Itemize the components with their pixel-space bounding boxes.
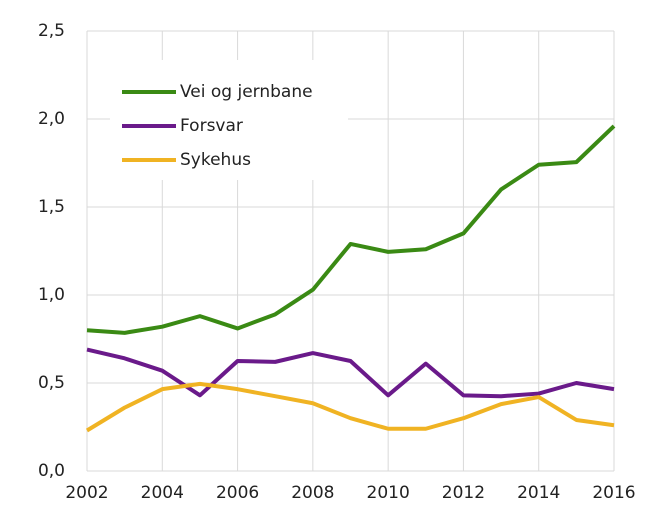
y-tick-label: 2,5 (38, 21, 65, 41)
y-tick-label: 2,0 (38, 109, 65, 129)
legend-label: Vei og jernbane (180, 82, 313, 102)
line (86, 124, 616, 335)
x-tick-label: 2014 (517, 483, 560, 503)
y-tick-label: 0,5 (38, 373, 65, 393)
line (86, 347, 615, 399)
y-tick-label: 1,0 (38, 285, 65, 305)
x-tick-label: 2004 (141, 483, 184, 503)
line (85, 381, 615, 433)
legend-label: Sykehus (180, 150, 251, 170)
x-tick-label: 2010 (367, 483, 410, 503)
legend-label: Forsvar (180, 116, 243, 136)
y-tick-label: 0,0 (38, 461, 65, 481)
x-tick-label: 2012 (442, 483, 485, 503)
x-tick-label: 2008 (291, 483, 334, 503)
y-tick-label: 1,5 (38, 197, 65, 217)
x-tick-label: 2016 (592, 483, 635, 503)
x-tick-label: 2002 (65, 483, 108, 503)
x-tick-label: 2006 (216, 483, 259, 503)
